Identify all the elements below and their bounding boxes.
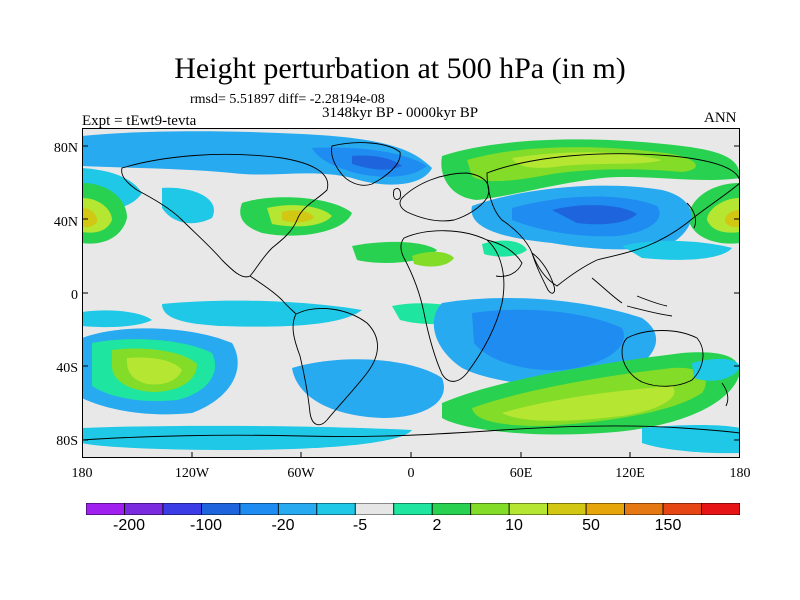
- colorbar-box: [662, 503, 702, 515]
- season-label: ANN: [704, 110, 737, 126]
- colorbar-label-7: 50: [582, 517, 600, 534]
- colorbar-box: [277, 503, 318, 515]
- colorbar-box: [585, 503, 625, 515]
- colorbar-box: [508, 503, 549, 515]
- colorbar-box: [316, 503, 356, 515]
- lat-label-80n: 80N: [53, 141, 78, 156]
- colorbar-label-5: 2: [432, 517, 442, 534]
- lon-label-60e: 60E: [509, 466, 533, 481]
- colorbar-box: [239, 503, 279, 515]
- colorbar-label-3: -20: [271, 517, 295, 534]
- colorbar-box: [624, 503, 664, 515]
- experiment-label: Expt = tEwt9-tevta: [82, 113, 197, 129]
- colorbar-label-4: -5: [352, 517, 368, 534]
- plot-title: Height perturbation at 500 hPa (in m): [174, 52, 626, 85]
- statistics-text: rmsd= 5.51897 diff= -2.28194e-08: [190, 92, 385, 107]
- lat-label-0: 0: [71, 288, 78, 303]
- lat-label-80s: 80S: [56, 434, 78, 449]
- colorbar-box: [701, 503, 740, 515]
- lon-label-0: 0: [407, 466, 415, 481]
- colorbar-box: [354, 503, 395, 515]
- period-text: 3148kyr BP - 0000kyr BP: [322, 105, 479, 121]
- colorbar-label-1: -200: [112, 517, 146, 534]
- colorbar-label-8: 150: [654, 517, 682, 534]
- lat-label-40s: 40S: [56, 361, 78, 376]
- coastlines: [82, 142, 740, 441]
- colorbar-box: [124, 503, 164, 515]
- contour-map: [82, 128, 740, 458]
- colorbar-box: [393, 503, 433, 515]
- colorbar: [86, 503, 740, 515]
- lon-label-120e: 120E: [615, 466, 645, 481]
- colorbar-label-6: 10: [505, 517, 523, 534]
- tick-marks: [82, 145, 740, 458]
- colorbar-label-2: -100: [189, 517, 223, 534]
- anomaly-field: [82, 131, 740, 454]
- lon-label-120w: 120W: [174, 466, 210, 481]
- lon-label-180w: 180: [71, 466, 93, 481]
- colorbar-box: [86, 503, 125, 515]
- lon-label-60w: 60W: [287, 466, 315, 481]
- lat-label-40n: 40N: [53, 215, 78, 230]
- colorbar-box: [201, 503, 241, 515]
- colorbar-box: [162, 503, 202, 515]
- colorbar-box: [547, 503, 587, 515]
- colorbar-box: [431, 503, 472, 515]
- lon-label-180e: 180: [729, 466, 751, 481]
- colorbar-box: [470, 503, 510, 515]
